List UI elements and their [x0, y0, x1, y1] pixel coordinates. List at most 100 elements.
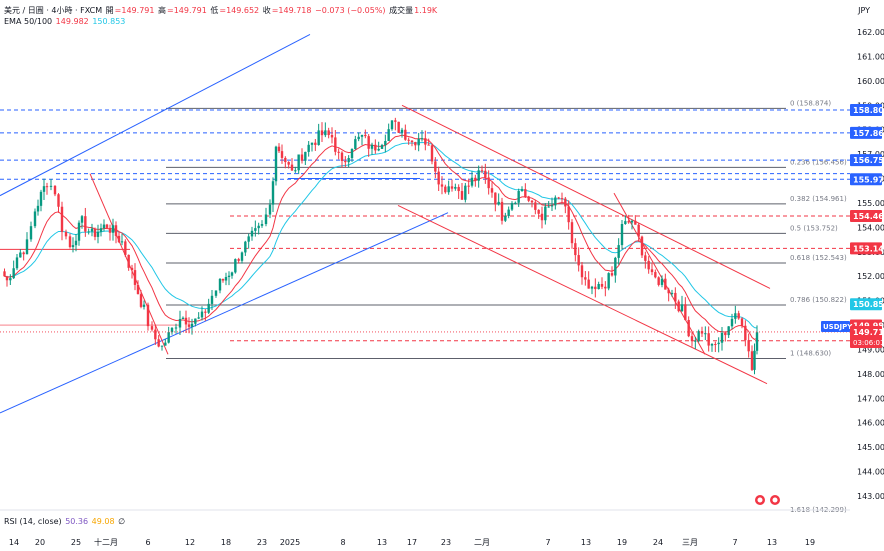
candle-body [394, 120, 397, 122]
candle-body [264, 214, 268, 225]
x-tick-label: 三月 [682, 538, 698, 547]
price-label-text: 154.468 [853, 212, 884, 221]
x-tick-label: 17 [407, 538, 417, 547]
time-axis: 14 20 25 十二月 6 12 18 23 2025 8 13 17 23 二月 7 13 19 24 三月 7 1… [9, 537, 815, 547]
candle-body [174, 327, 178, 329]
fib-label: 0.236 (156.456) [790, 158, 847, 166]
x-tick-label: 23 [441, 538, 451, 547]
candle-body [424, 138, 427, 145]
downtrend-line [397, 204, 768, 385]
candle-body [190, 323, 194, 327]
countdown-text: 03:06:01 [853, 339, 884, 347]
candle-body [96, 231, 100, 237]
y-tick-label: 146.000 [857, 419, 884, 428]
candle-body [637, 224, 640, 237]
candle-body [680, 304, 684, 312]
candle-body [102, 224, 106, 229]
candle-body [74, 240, 78, 246]
candle-body [500, 201, 504, 221]
current-price-text: 149.718 [853, 328, 884, 337]
candle-body [178, 318, 182, 328]
candle-body [22, 252, 25, 255]
candle-body [710, 343, 714, 346]
candle-body [744, 325, 747, 341]
candle-body [600, 283, 604, 287]
change-value: −0.073 (−0.05%) [315, 6, 386, 15]
candle-body [300, 154, 304, 161]
price-label-badge [850, 126, 882, 139]
candle-body [647, 260, 650, 270]
candle-body [727, 326, 730, 336]
volume-value: 1.19K [414, 6, 438, 15]
high-label: 高 [158, 6, 167, 15]
x-tick-label: 18 [221, 538, 231, 547]
candle-body [284, 157, 287, 163]
candle-body [547, 206, 550, 208]
candle-body [724, 332, 727, 336]
candle-body [330, 135, 334, 138]
low-label: 低 [210, 6, 219, 15]
candle-body [260, 224, 264, 226]
candle-body [127, 254, 130, 268]
x-tick-label: 十二月 [94, 537, 118, 547]
candle-body [670, 292, 674, 294]
candle-body [420, 138, 424, 140]
x-tick-label: 6 [145, 538, 150, 547]
candle-body [297, 154, 300, 171]
candle-body [554, 197, 557, 206]
candle-body [437, 171, 440, 185]
fibonacci-retracement: 0 (158.874) 0.236 (156.456) 0.382 (154.961… [166, 99, 847, 514]
candle-body [755, 332, 759, 351]
y-tick-label: 162.000 [857, 28, 884, 37]
candle-body [610, 273, 614, 276]
candle-body [187, 324, 191, 327]
x-tick-label: 24 [653, 538, 663, 547]
candle-body [80, 216, 84, 223]
candle-body [550, 205, 554, 207]
candle-body [200, 311, 204, 318]
ema-legend[interactable]: EMA 50/100 149.982 150.853 [4, 17, 126, 26]
x-tick-label: 12 [185, 538, 195, 547]
candle-body [218, 278, 222, 291]
candle-body [57, 194, 60, 207]
candle-body [470, 177, 474, 186]
candle-body [42, 186, 46, 192]
candle-body [694, 340, 697, 342]
candle-body [517, 191, 520, 203]
y-tick-label: 160.000 [857, 77, 884, 86]
candle-body [577, 255, 580, 266]
candle-body [327, 130, 330, 136]
y-tick-label: 147.000 [857, 394, 884, 403]
candle-body [29, 226, 33, 240]
candle-body [120, 241, 124, 243]
rsi-value: 50.36 [65, 517, 89, 526]
candle-body [324, 130, 327, 136]
candle-body [407, 139, 410, 141]
price-label-badge [850, 298, 882, 311]
candle-body [77, 222, 81, 241]
symbol-badge-text: USDJPY [823, 323, 853, 331]
candle-body [45, 186, 49, 188]
open-label: 開 [105, 6, 114, 15]
candle-body [520, 189, 524, 192]
rsi-legend[interactable]: RSI (14, close) 50.36 49.08 ∅ [4, 517, 126, 526]
candle-body [650, 269, 654, 273]
candle-body [560, 198, 564, 200]
candle-body [497, 201, 500, 205]
candle-body [136, 284, 140, 295]
candle-body [5, 276, 9, 281]
candle-body [307, 144, 310, 152]
close-label: 收 [262, 6, 271, 15]
candle-body [514, 202, 517, 204]
x-tick-label: 13 [767, 538, 777, 547]
candle-body [214, 290, 218, 296]
candle-body [160, 345, 164, 347]
fib-label: 0.618 (152.543) [790, 254, 847, 262]
candle-body [614, 257, 617, 276]
candle-body [564, 198, 567, 207]
price-label-text: 156.755 [853, 156, 884, 165]
candle-body [227, 275, 231, 278]
price-label-badge [850, 103, 882, 116]
candle-body [747, 340, 750, 352]
